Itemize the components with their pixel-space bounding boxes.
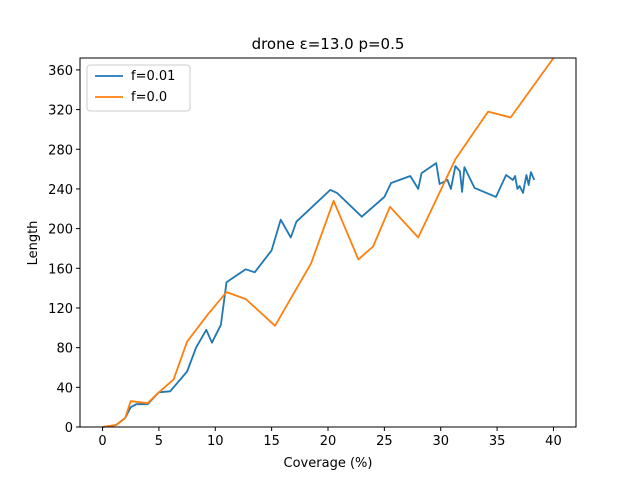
x-tick-label: 40 <box>545 434 562 449</box>
legend-label-f001: f=0.01 <box>131 69 175 84</box>
x-tick-label: 15 <box>263 434 280 449</box>
chart-title: drone ε=13.0 p=0.5 <box>252 35 405 53</box>
y-tick-label: 80 <box>56 342 73 357</box>
series-line-f-0-0 <box>102 57 555 428</box>
x-tick-label: 25 <box>376 434 393 449</box>
y-tick-label: 240 <box>48 183 73 198</box>
x-tick-label: 0 <box>98 434 106 449</box>
series-layer <box>102 57 555 428</box>
x-tick-label: 10 <box>207 434 224 449</box>
y-tick-label: 320 <box>48 104 73 119</box>
y-tick-label: 280 <box>48 143 73 158</box>
y-tick-label: 360 <box>48 64 73 79</box>
legend: f=0.01 f=0.0 <box>86 64 191 112</box>
x-axis: 0 5 10 15 20 25 30 35 40 <box>98 427 562 449</box>
y-tick-label: 200 <box>48 223 73 238</box>
y-axis-label: Length <box>26 221 41 266</box>
x-axis-label: Coverage (%) <box>284 456 373 471</box>
x-tick-label: 35 <box>489 434 506 449</box>
x-tick-label: 30 <box>432 434 449 449</box>
y-tick-label: 160 <box>48 262 73 277</box>
y-axis: 0 40 80 120 160 200 240 280 320 360 <box>48 64 80 436</box>
series-line-f-0-01 <box>102 162 536 428</box>
y-tick-label: 0 <box>65 421 73 436</box>
x-tick-label: 5 <box>155 434 163 449</box>
y-tick-label: 120 <box>48 302 73 317</box>
legend-label-f00: f=0.0 <box>131 90 167 105</box>
y-tick-label: 40 <box>56 381 73 396</box>
x-tick-label: 20 <box>320 434 337 449</box>
